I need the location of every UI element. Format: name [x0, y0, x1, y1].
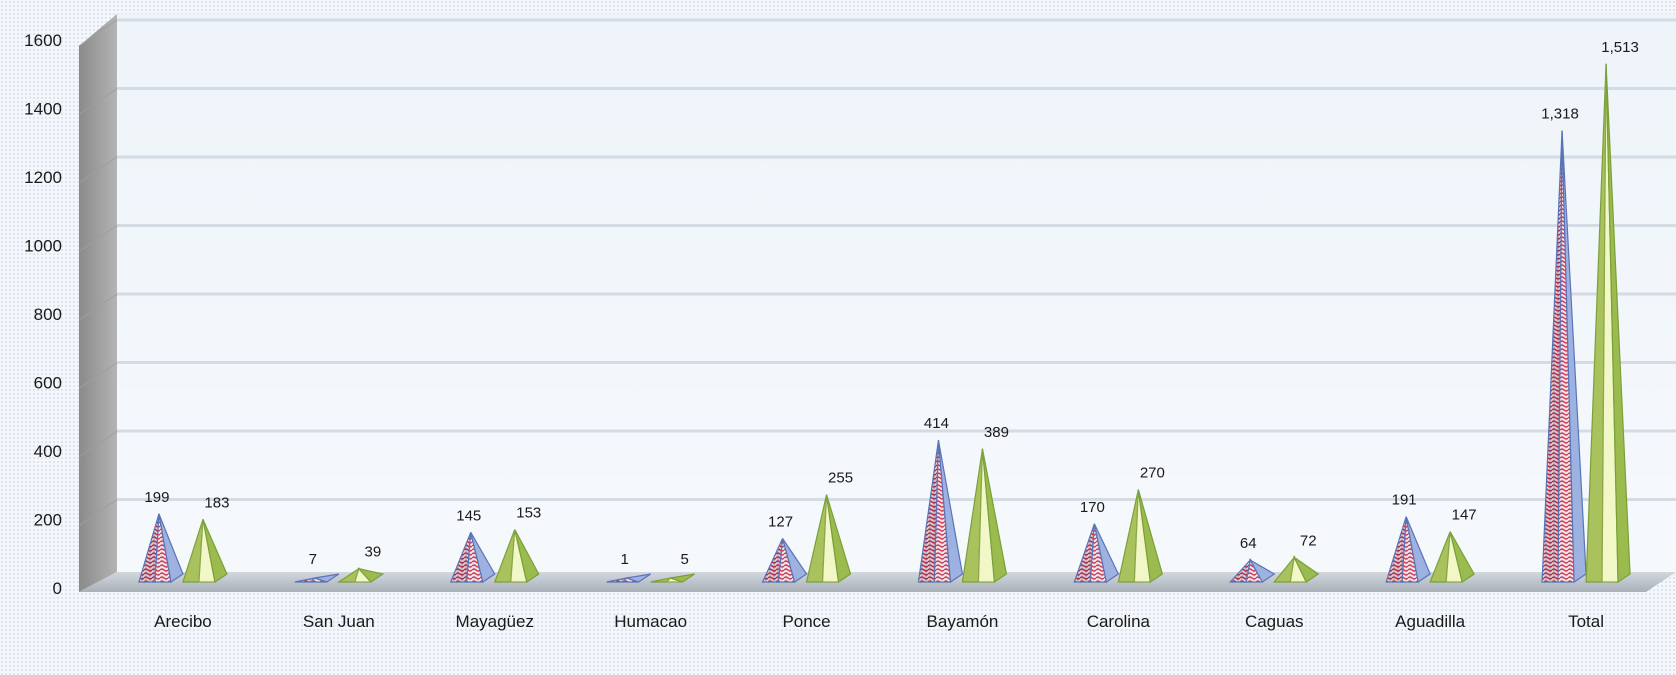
gridline-side	[78, 19, 118, 47]
pyramid-series-2	[1585, 63, 1631, 584]
side-wall	[79, 14, 117, 592]
gridline-side	[78, 156, 118, 184]
data-label-series-2: 270	[1140, 465, 1165, 482]
y-tick-label: 1400	[24, 100, 62, 119]
x-category-label: Aguadilla	[1395, 612, 1465, 631]
pyramid-face-right	[1248, 558, 1276, 583]
y-tick-label: 200	[34, 511, 62, 530]
data-label-series-1: 127	[768, 514, 793, 531]
x-category-label: Total	[1568, 612, 1604, 631]
pyramid-face-right	[202, 519, 228, 584]
pyramid-face-right	[626, 573, 651, 583]
y-tick-label: 1000	[24, 237, 62, 256]
pyramid-face-right	[470, 532, 496, 583]
gridline-side	[78, 225, 118, 252]
data-label-series-2: 255	[828, 470, 853, 487]
data-label-series-1: 145	[456, 507, 481, 524]
pyramid-face-right	[1405, 516, 1431, 584]
pyramid-series-1	[449, 532, 496, 583]
pyramid-face-right	[1292, 555, 1320, 583]
data-label-series-2: 72	[1300, 532, 1317, 549]
y-tick-label: 1200	[24, 168, 62, 187]
pyramid-face-right	[314, 573, 340, 583]
pyramid-face-right	[937, 440, 964, 584]
gridline-side	[78, 430, 118, 458]
data-label-series-2: 183	[204, 494, 229, 511]
y-tick-label: 600	[34, 374, 62, 393]
y-tick-label: 0	[53, 579, 62, 598]
gridline-side	[78, 88, 118, 115]
x-category-label: Humacao	[614, 612, 687, 631]
data-label-series-1: 414	[924, 415, 949, 432]
gridline-side	[78, 362, 118, 389]
pyramid-series-1	[917, 440, 964, 584]
pyramid-series-2	[1429, 531, 1475, 583]
pyramid-face-right	[514, 529, 540, 583]
gridline-side	[78, 499, 118, 526]
y-tick-label: 1600	[24, 31, 62, 50]
x-category-label: Carolina	[1087, 612, 1151, 631]
x-category-label: San Juan	[303, 612, 375, 631]
pyramid-series-2	[805, 494, 852, 584]
pyramid-face-right	[670, 573, 695, 583]
data-label-series-1: 199	[144, 489, 169, 506]
data-label-series-2: 389	[984, 424, 1009, 441]
x-category-label: Ponce	[782, 612, 830, 631]
data-label-series-1: 1	[620, 551, 628, 568]
pyramid-series-1	[1541, 130, 1587, 584]
pyramid-face-right	[981, 448, 1008, 584]
pyramid-face-right	[1605, 63, 1631, 584]
data-label-series-2: 147	[1452, 507, 1477, 524]
pyramid-face-right	[1137, 489, 1164, 584]
pyramid-series-2	[336, 567, 385, 583]
pyramid-series-1	[294, 573, 340, 583]
pyramid-face-right	[158, 513, 184, 584]
data-label-series-2: 153	[516, 505, 541, 522]
pyramid-face-right	[781, 538, 808, 583]
pyramid-series-2	[1117, 489, 1164, 584]
x-category-label: Arecibo	[154, 612, 212, 631]
pyramid-series-1	[1228, 558, 1276, 583]
pyramid-series-2	[493, 529, 540, 583]
x-category-label: Caguas	[1245, 612, 1304, 631]
y-tick-label: 800	[34, 305, 62, 324]
pyramid-series-2	[650, 573, 695, 583]
gridline-side	[78, 293, 118, 321]
pyramid-series-2	[961, 448, 1008, 584]
x-category-label: Bayamón	[927, 612, 999, 631]
pyramid-face-right	[825, 494, 852, 584]
x-category-label: Mayagüez	[456, 612, 534, 631]
data-label-series-2: 1,513	[1601, 39, 1639, 56]
data-label-series-2: 5	[680, 551, 688, 568]
pyramid-series-1	[138, 513, 184, 584]
data-label-series-2: 39	[365, 544, 382, 561]
data-label-series-1: 7	[309, 551, 317, 568]
pyramid-series-1	[1073, 523, 1120, 583]
pyramid-face-right	[1449, 531, 1475, 583]
y-tick-label: 400	[34, 442, 62, 461]
data-label-series-1: 64	[1240, 535, 1257, 552]
pyramid-series-2	[182, 519, 228, 584]
pyramid-series-1	[1385, 516, 1431, 584]
pyramid-series-1	[761, 538, 808, 583]
pyramid-face-right	[1561, 130, 1587, 584]
data-label-series-1: 1,318	[1541, 106, 1579, 123]
data-label-series-1: 170	[1080, 499, 1105, 516]
pyramid-face-right	[357, 567, 385, 583]
pyramid-series-2	[1272, 555, 1320, 583]
pyramid-face-right	[1093, 523, 1120, 583]
data-label-series-1: 191	[1392, 492, 1417, 509]
pyramid-series-1	[606, 573, 651, 583]
